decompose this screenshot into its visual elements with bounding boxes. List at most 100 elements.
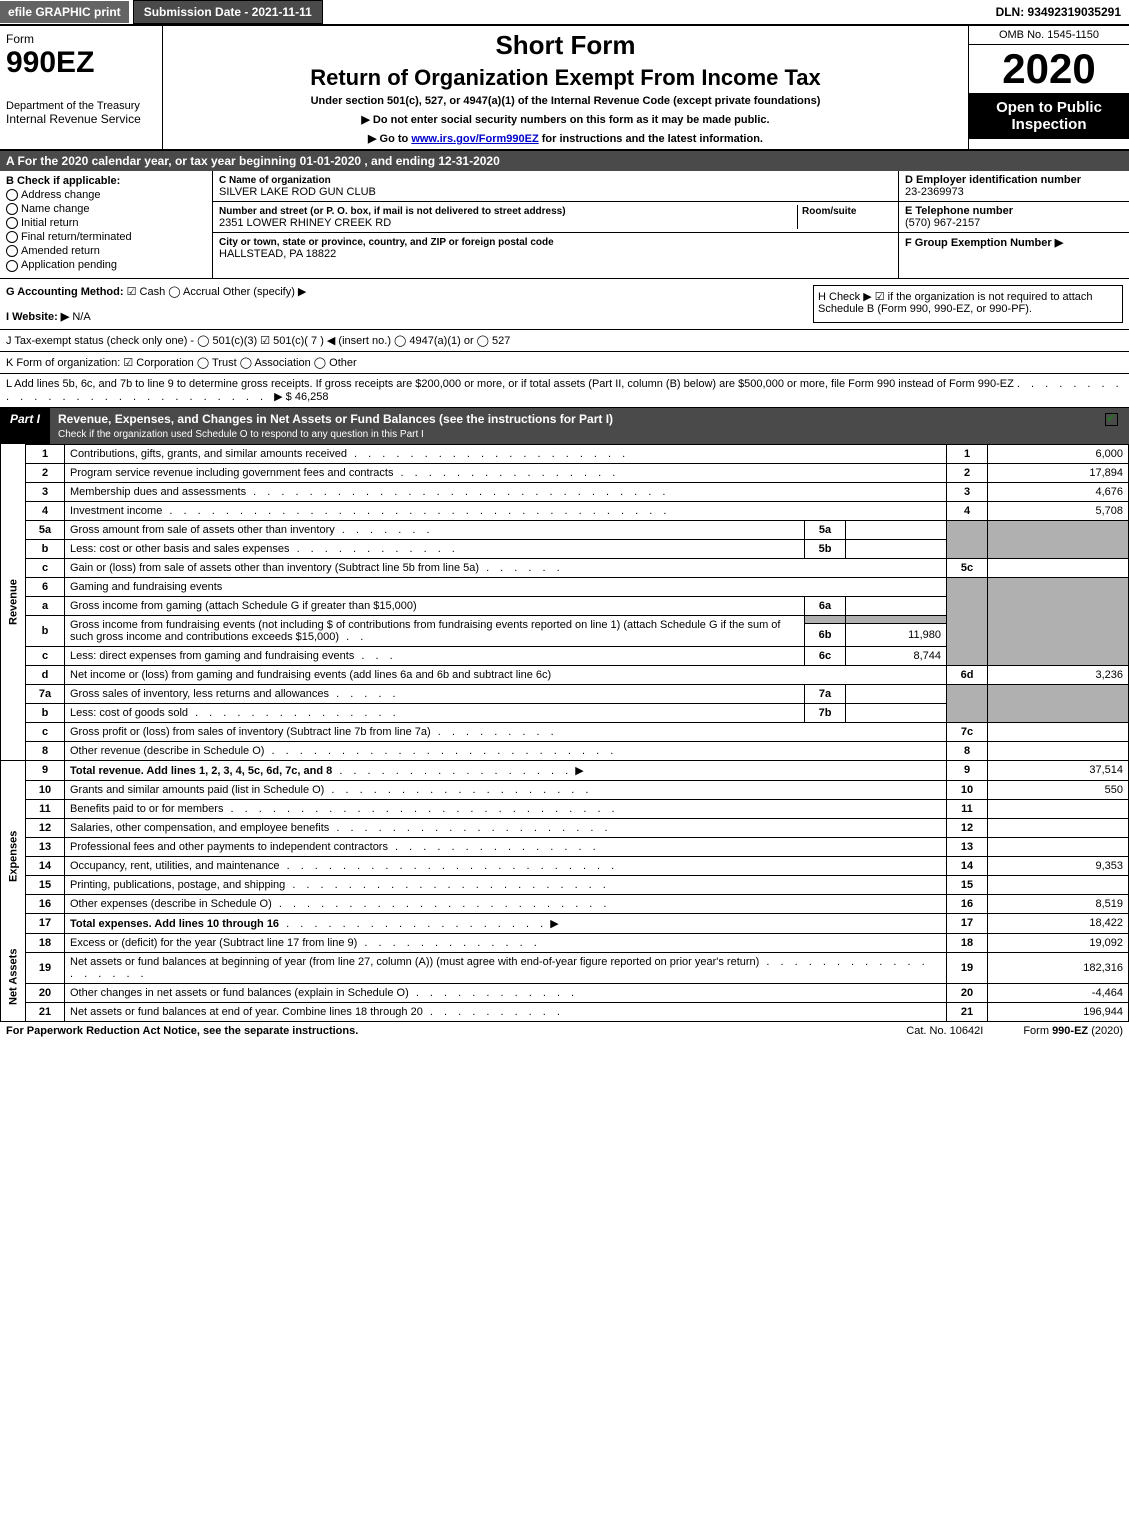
grp-row: F Group Exemption Number ▶ bbox=[899, 233, 1129, 252]
l1-n: 1 bbox=[26, 444, 65, 463]
l15-n: 15 bbox=[26, 875, 65, 894]
irs-label: Internal Revenue Service bbox=[6, 112, 156, 126]
goto-link[interactable]: www.irs.gov/Form990EZ bbox=[411, 133, 538, 145]
l13-n: 13 bbox=[26, 837, 65, 856]
l8-val bbox=[988, 741, 1129, 760]
row-j: J Tax-exempt status (check only one) - ◯… bbox=[0, 330, 1129, 352]
chk-amended-return[interactable]: Amended return bbox=[6, 245, 206, 257]
addr-lbl: Number and street (or P. O. box, if mail… bbox=[219, 206, 566, 217]
l14-num: 14 bbox=[947, 856, 988, 875]
l6b-n: b bbox=[26, 615, 65, 646]
h-text: H Check ▶ ☑ if the organization is not r… bbox=[818, 291, 1093, 315]
l5b-d: Less: cost or other basis and sales expe… bbox=[65, 539, 805, 558]
l5b-n: b bbox=[26, 539, 65, 558]
l7b-sub: 7b bbox=[805, 703, 846, 722]
chk-name-change[interactable]: Name change bbox=[6, 203, 206, 215]
l14-d: Occupancy, rent, utilities, and maintena… bbox=[65, 856, 947, 875]
l2-val: 17,894 bbox=[988, 463, 1129, 482]
l4-val: 5,708 bbox=[988, 501, 1129, 520]
l21-d: Net assets or fund balances at end of ye… bbox=[65, 1002, 947, 1021]
section-bcd: B Check if applicable: Address change Na… bbox=[0, 171, 1129, 279]
header-center: Short Form Return of Organization Exempt… bbox=[163, 26, 968, 149]
form-header: Form 990EZ Department of the Treasury In… bbox=[0, 26, 1129, 151]
l15-val bbox=[988, 875, 1129, 894]
ein-row: D Employer identification number 23-2369… bbox=[899, 171, 1129, 202]
l1-num: 1 bbox=[947, 444, 988, 463]
chk-final-return[interactable]: Final return/terminated bbox=[6, 231, 206, 243]
i-val: N/A bbox=[72, 311, 90, 323]
row-l: L Add lines 5b, 6c, and 7b to line 9 to … bbox=[0, 374, 1129, 408]
l16-d: Other expenses (describe in Schedule O) … bbox=[65, 894, 947, 913]
city-val: HALLSTEAD, PA 18822 bbox=[219, 248, 336, 260]
l8-n: 8 bbox=[26, 741, 65, 760]
part1-tab: Part I bbox=[0, 408, 50, 444]
c-name-lbl: C Name of organization bbox=[219, 175, 331, 186]
l7b-n: b bbox=[26, 703, 65, 722]
g-opts: ☑ Cash ◯ Accrual Other (specify) ▶ bbox=[127, 286, 307, 298]
l6d-n: d bbox=[26, 665, 65, 684]
l5b-subval bbox=[846, 539, 947, 558]
l7a-subval bbox=[846, 684, 947, 703]
submission-date: Submission Date - 2021-11-11 bbox=[133, 0, 323, 24]
chk-application-pending[interactable]: Application pending bbox=[6, 259, 206, 271]
l9-d: Total revenue. Add lines 1, 2, 3, 4, 5c,… bbox=[65, 760, 947, 780]
l12-num: 12 bbox=[947, 818, 988, 837]
l5a-d: Gross amount from sale of assets other t… bbox=[65, 520, 805, 539]
l13-num: 13 bbox=[947, 837, 988, 856]
donot-note: ▶ Do not enter social security numbers o… bbox=[171, 113, 960, 126]
l8-d: Other revenue (describe in Schedule O) .… bbox=[65, 741, 947, 760]
org-name-row: C Name of organization SILVER LAKE ROD G… bbox=[213, 171, 898, 202]
goto-pre: ▶ Go to bbox=[368, 133, 411, 145]
l21-val: 196,944 bbox=[988, 1002, 1129, 1021]
side-revenue: Revenue bbox=[1, 444, 26, 760]
i-lbl: I Website: ▶ bbox=[6, 311, 69, 323]
ein-val: 23-2369973 bbox=[905, 186, 964, 198]
l4-d: Investment income . . . . . . . . . . . … bbox=[65, 501, 947, 520]
efile-label[interactable]: efile GRAPHIC print bbox=[0, 1, 129, 23]
l10-num: 10 bbox=[947, 780, 988, 799]
l7c-d: Gross profit or (loss) from sales of inv… bbox=[65, 722, 947, 741]
side-netassets: Net Assets bbox=[1, 933, 26, 1021]
org-name: SILVER LAKE ROD GUN CLUB bbox=[219, 186, 376, 198]
l18-d: Excess or (deficit) for the year (Subtra… bbox=[65, 933, 947, 952]
l5a-subval bbox=[846, 520, 947, 539]
dln-number: DLN: 93492319035291 bbox=[988, 1, 1129, 23]
ein-lbl: D Employer identification number bbox=[905, 174, 1081, 186]
l6d-num: 6d bbox=[947, 665, 988, 684]
l19-d: Net assets or fund balances at beginning… bbox=[65, 952, 947, 983]
open-public: Open to Public Inspection bbox=[969, 93, 1129, 139]
l6a-n: a bbox=[26, 596, 65, 615]
l2-d: Program service revenue including govern… bbox=[65, 463, 947, 482]
l5a-sub: 5a bbox=[805, 520, 846, 539]
part1-check[interactable] bbox=[1097, 408, 1129, 444]
l12-n: 12 bbox=[26, 818, 65, 837]
l9-arrow: ▶ bbox=[575, 765, 583, 777]
l6a-sub: 6a bbox=[805, 596, 846, 615]
row-gh: G Accounting Method: ☑ Cash ◯ Accrual Ot… bbox=[0, 279, 1129, 330]
l7c-val bbox=[988, 722, 1129, 741]
tel-val: (570) 967-2157 bbox=[905, 217, 980, 229]
l2-n: 2 bbox=[26, 463, 65, 482]
l5b-sub: 5b bbox=[805, 539, 846, 558]
footer-right: Form 990-EZ (2020) bbox=[1023, 1025, 1123, 1037]
l6c-subval: 8,744 bbox=[846, 646, 947, 665]
l9-num: 9 bbox=[947, 760, 988, 780]
l10-val: 550 bbox=[988, 780, 1129, 799]
l20-val: -4,464 bbox=[988, 983, 1129, 1002]
line-a: A For the 2020 calendar year, or tax yea… bbox=[0, 151, 1129, 171]
chk-address-change[interactable]: Address change bbox=[6, 189, 206, 201]
l16-num: 16 bbox=[947, 894, 988, 913]
chk-initial-return[interactable]: Initial return bbox=[6, 217, 206, 229]
col-d: D Employer identification number 23-2369… bbox=[898, 171, 1129, 278]
header-right: OMB No. 1545-1150 2020 Open to Public In… bbox=[968, 26, 1129, 149]
l7a-n: 7a bbox=[26, 684, 65, 703]
l18-num: 18 bbox=[947, 933, 988, 952]
l6b-d: Gross income from fundraising events (no… bbox=[65, 615, 805, 646]
l5a-n: 5a bbox=[26, 520, 65, 539]
l15-d: Printing, publications, postage, and shi… bbox=[65, 875, 947, 894]
l18-n: 18 bbox=[26, 933, 65, 952]
l6c-sub: 6c bbox=[805, 646, 846, 665]
addr-row: Number and street (or P. O. box, if mail… bbox=[213, 202, 898, 233]
footer-left: For Paperwork Reduction Act Notice, see … bbox=[6, 1025, 358, 1037]
return-title: Return of Organization Exempt From Incom… bbox=[171, 65, 960, 91]
